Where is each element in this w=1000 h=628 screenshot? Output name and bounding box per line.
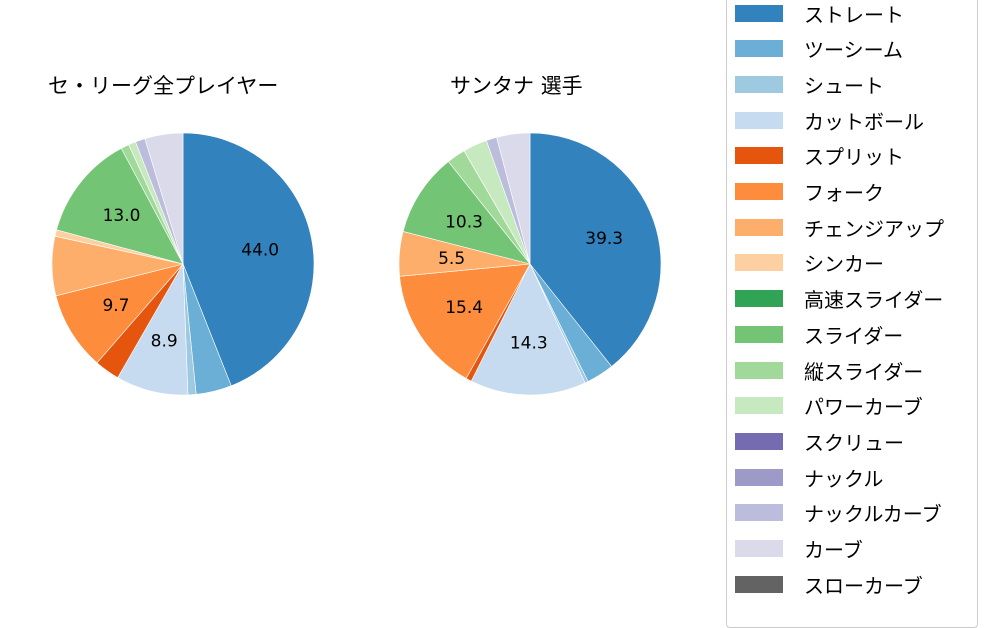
pie-left: 44.0 8.9 9.7 13.0	[51, 132, 315, 396]
legend-label: フォーク	[804, 181, 884, 205]
legend-swatch	[735, 4, 783, 22]
pie-slice	[55, 263, 184, 364]
legend-swatch	[735, 397, 783, 415]
legend-item: パワーカーブ	[735, 395, 923, 419]
legend-swatch	[735, 504, 783, 522]
legend-item: スプリット	[735, 145, 904, 169]
legend-label: ナックル	[804, 466, 884, 491]
legend-label: 高速スライダー	[804, 288, 944, 313]
pie-slice	[399, 263, 531, 379]
legend-label: スクリュー	[804, 430, 904, 455]
legend-swatch	[735, 325, 783, 343]
legend-label: ナックルカーブ	[804, 502, 942, 527]
legend-item: ナックル	[735, 467, 883, 491]
slice-value-label: 44.0	[241, 240, 279, 260]
legend-label: パワーカーブ	[804, 395, 923, 420]
right-chart-title: サンタナ 選手	[450, 74, 583, 98]
legend: ストレートツーシームシュートカットボール スプリットフォークチェンジアップ シンカー…	[726, 0, 978, 628]
legend-item: ナックルカーブ	[735, 502, 942, 526]
legend-swatch	[735, 254, 783, 272]
legend-item: 高速スライダー	[735, 288, 943, 312]
pie-charts: 44.0 8.9 9.7 13.0 39.3 14.3 15.4 5.5 10.3	[51, 132, 662, 396]
legend-swatch	[735, 540, 783, 557]
pie-slice	[182, 132, 315, 387]
legend-label: スプリット	[804, 145, 904, 170]
legend-label: スライダー	[804, 323, 904, 348]
legend-label: スローカーブ	[804, 573, 923, 598]
legend-swatch	[735, 40, 783, 58]
legend-item: スクリュー	[735, 431, 904, 455]
slice-value-label: 39.3	[585, 229, 623, 249]
legend-label: シンカー	[804, 252, 884, 277]
legend-swatch	[735, 468, 783, 486]
slice-value-label: 9.7	[102, 296, 129, 316]
slice-value-label: 15.4	[445, 298, 483, 318]
legend-item: スライダー	[735, 324, 903, 348]
legend-label: チェンジアップ	[804, 216, 944, 241]
pie-right: 39.3 14.3 15.4 5.5 10.3	[398, 132, 662, 396]
legend-swatch	[735, 290, 783, 308]
legend-swatch	[735, 75, 783, 93]
legend-label: ツーシーム	[804, 38, 903, 63]
slice-value-label: 10.3	[445, 212, 483, 232]
legend-swatch	[735, 432, 783, 450]
legend-label: カーブ	[804, 538, 863, 562]
legend-item: カットボール	[735, 110, 924, 134]
legend-item: カーブ	[735, 538, 863, 562]
pie-slice	[470, 263, 586, 396]
legend-item: 縦スライダー	[735, 360, 923, 384]
legend-label: ストレート	[804, 2, 904, 27]
pie-slice	[402, 161, 531, 265]
slice-value-label: 14.3	[510, 334, 548, 354]
left-chart-title: セ・リーグ全プレイヤー	[48, 74, 279, 98]
slice-value-label: 5.5	[438, 249, 465, 269]
legend-item: スローカーブ	[735, 574, 923, 598]
legend-item: フォーク	[735, 181, 884, 205]
legend-swatch	[735, 183, 783, 200]
pie-slice	[56, 148, 184, 265]
legend-swatch	[735, 361, 783, 379]
legend-swatch	[735, 111, 783, 129]
slice-value-label: 8.9	[151, 331, 178, 351]
legend-item: ストレート	[735, 3, 904, 27]
legend-item: チェンジアップ	[735, 217, 944, 241]
legend-swatch	[735, 147, 783, 165]
legend-label: カットボール	[804, 109, 924, 134]
legend-item: ツーシーム	[735, 38, 903, 62]
slice-value-label: 13.0	[103, 206, 141, 226]
legend-item: シンカー	[735, 252, 884, 276]
legend-swatch	[735, 575, 783, 593]
pie-slice	[529, 132, 662, 367]
pie-slice	[496, 132, 531, 265]
legend-item: シュート	[735, 74, 884, 98]
pie-slice	[144, 132, 184, 265]
legend-swatch	[735, 218, 783, 236]
legend-label: シュート	[804, 73, 884, 98]
legend-label: 縦スライダー	[804, 359, 924, 384]
